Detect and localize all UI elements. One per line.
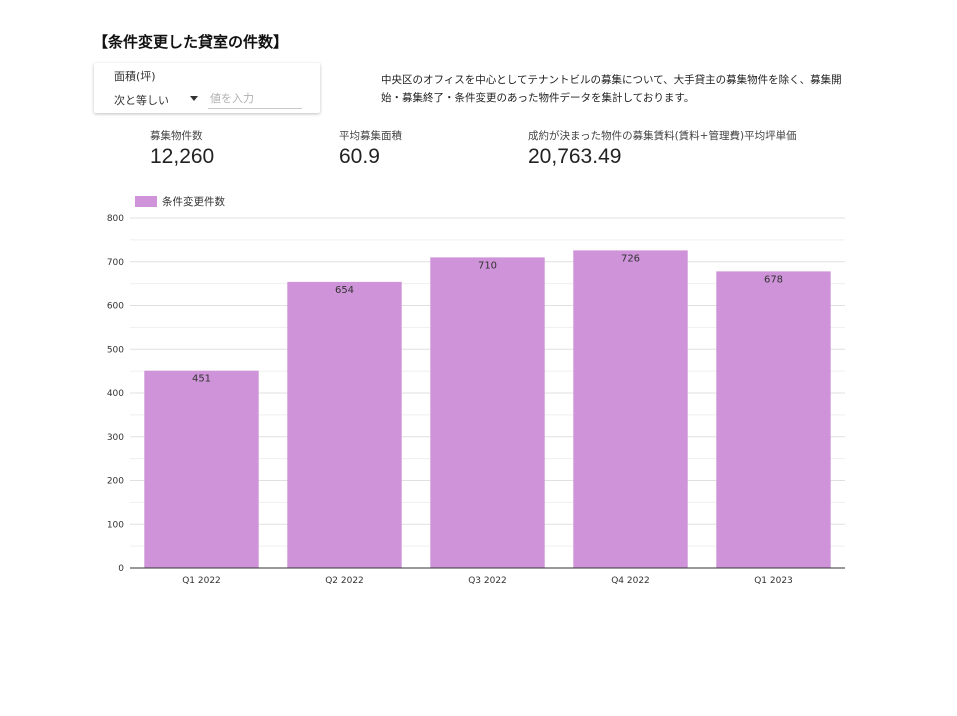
metric-value: 60.9 [339, 145, 380, 168]
data-label: 451 [192, 374, 211, 385]
metric-label: 募集物件数 [150, 130, 203, 142]
bar [287, 281, 402, 568]
legend-swatch [135, 196, 157, 207]
description-text: 中央区のオフィスを中心としてテナントビルの募集について、大手貸主の募集物件を除く… [381, 74, 842, 104]
page-title: 【条件変更した貸室の件数】 [93, 33, 289, 51]
data-label: 654 [335, 285, 354, 296]
bar-chart: 条件変更件数 0 100 200 300 400 500 600 700 800 451 Q1 202… [107, 195, 845, 586]
data-label: 678 [764, 274, 783, 285]
bar [573, 250, 688, 568]
y-tick-label: 600 [107, 302, 124, 312]
filter-operator-select[interactable]: 次と等しい [114, 92, 198, 110]
data-label: 726 [621, 253, 640, 264]
x-tick-label: Q3 2022 [468, 576, 507, 586]
filter-value-input[interactable] [208, 88, 302, 109]
y-tick-label: 500 [107, 345, 124, 355]
y-tick-label: 300 [107, 433, 124, 443]
metric-label: 成約が決まった物件の募集賃料(賃料+管理費)平均坪単価 [528, 130, 797, 142]
y-tick-label: 800 [107, 214, 124, 224]
metric-value: 12,260 [150, 145, 215, 168]
metric-label: 平均募集面積 [339, 130, 402, 142]
x-tick-label: Q1 2023 [754, 576, 793, 586]
filter-label: 面積(坪) [114, 70, 156, 83]
metric-value: 20,763.49 [528, 145, 622, 168]
y-tick-label: 700 [107, 258, 124, 268]
x-tick-label: Q4 2022 [611, 576, 650, 586]
area-filter: 面積(坪) 次と等しい [94, 63, 320, 113]
bar [716, 271, 831, 568]
filter-operator-value: 次と等しい [114, 94, 169, 107]
y-tick-label: 100 [107, 520, 124, 530]
y-tick-label: 200 [107, 477, 124, 487]
x-tick-label: Q1 2022 [182, 576, 221, 586]
bar [144, 370, 259, 568]
metric-average-unit-price: 成約が決まった物件の募集賃料(賃料+管理費)平均坪単価 20,763.49 [528, 128, 797, 169]
y-tick-label: 0 [118, 564, 124, 574]
legend-label: 条件変更件数 [162, 195, 225, 208]
bar [430, 257, 545, 568]
metric-listing-count: 募集物件数 12,260 [150, 128, 214, 169]
x-tick-label: Q2 2022 [325, 576, 364, 586]
y-tick-label: 400 [107, 389, 124, 399]
metric-average-area: 平均募集面積 60.9 [339, 128, 402, 169]
data-label: 710 [478, 260, 497, 271]
caret-down-icon [190, 96, 198, 101]
